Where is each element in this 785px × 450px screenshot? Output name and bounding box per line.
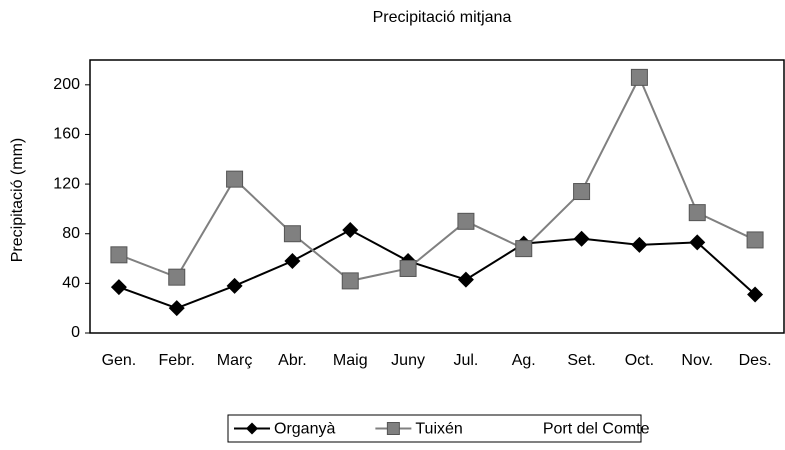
x-tick-label: Oct. bbox=[625, 352, 654, 369]
x-tick-label: Gen. bbox=[102, 352, 137, 369]
point bbox=[283, 225, 301, 243]
x-tick-label: Febr. bbox=[159, 352, 195, 369]
legend-box bbox=[227, 414, 642, 443]
point bbox=[689, 234, 706, 251]
x-tick-label: Des. bbox=[739, 352, 772, 369]
point bbox=[573, 183, 591, 201]
point bbox=[573, 230, 590, 247]
point bbox=[457, 212, 475, 230]
point bbox=[747, 286, 764, 303]
point bbox=[630, 68, 648, 86]
legend-marker bbox=[246, 422, 258, 435]
y-tick-label: 80 bbox=[62, 225, 80, 242]
point bbox=[342, 222, 359, 239]
y-tick-label: 200 bbox=[53, 76, 80, 93]
x-tick-label: Ag. bbox=[512, 352, 536, 369]
point bbox=[284, 253, 301, 270]
point bbox=[457, 271, 474, 288]
series-line bbox=[118, 228, 756, 310]
x-tick-label: Març bbox=[217, 352, 253, 369]
legend-marker bbox=[386, 422, 400, 435]
y-tick-label: 0 bbox=[71, 324, 80, 341]
point bbox=[399, 259, 417, 277]
y-axis-label: Precipitació (mm) bbox=[9, 138, 26, 262]
point bbox=[110, 279, 127, 296]
point bbox=[341, 272, 359, 290]
point bbox=[631, 236, 648, 253]
point bbox=[746, 231, 764, 249]
legend-label: Tuixén bbox=[415, 421, 462, 438]
plot-area bbox=[89, 59, 785, 334]
point bbox=[226, 277, 243, 294]
point bbox=[168, 268, 186, 286]
legend-marker bbox=[514, 422, 527, 435]
legend-label: Organyà bbox=[274, 421, 335, 438]
x-tick-label: Maig bbox=[333, 352, 368, 369]
x-tick-label: Abr. bbox=[278, 352, 306, 369]
legend-label: Port del Comte bbox=[543, 421, 650, 438]
chart-title: Precipitació mitjana bbox=[373, 9, 512, 26]
y-tick-label: 120 bbox=[53, 175, 80, 192]
y-tick-label: 40 bbox=[62, 275, 80, 292]
x-tick-label: Jul. bbox=[453, 352, 478, 369]
point bbox=[110, 246, 128, 264]
point bbox=[515, 240, 533, 258]
x-tick-label: Set. bbox=[567, 352, 595, 369]
point bbox=[688, 204, 706, 222]
x-tick-label: Juny bbox=[391, 352, 425, 369]
point bbox=[226, 170, 244, 188]
y-tick-label: 160 bbox=[53, 126, 80, 143]
series-line bbox=[118, 75, 756, 282]
point bbox=[168, 300, 185, 317]
x-tick-label: Nov. bbox=[681, 352, 713, 369]
